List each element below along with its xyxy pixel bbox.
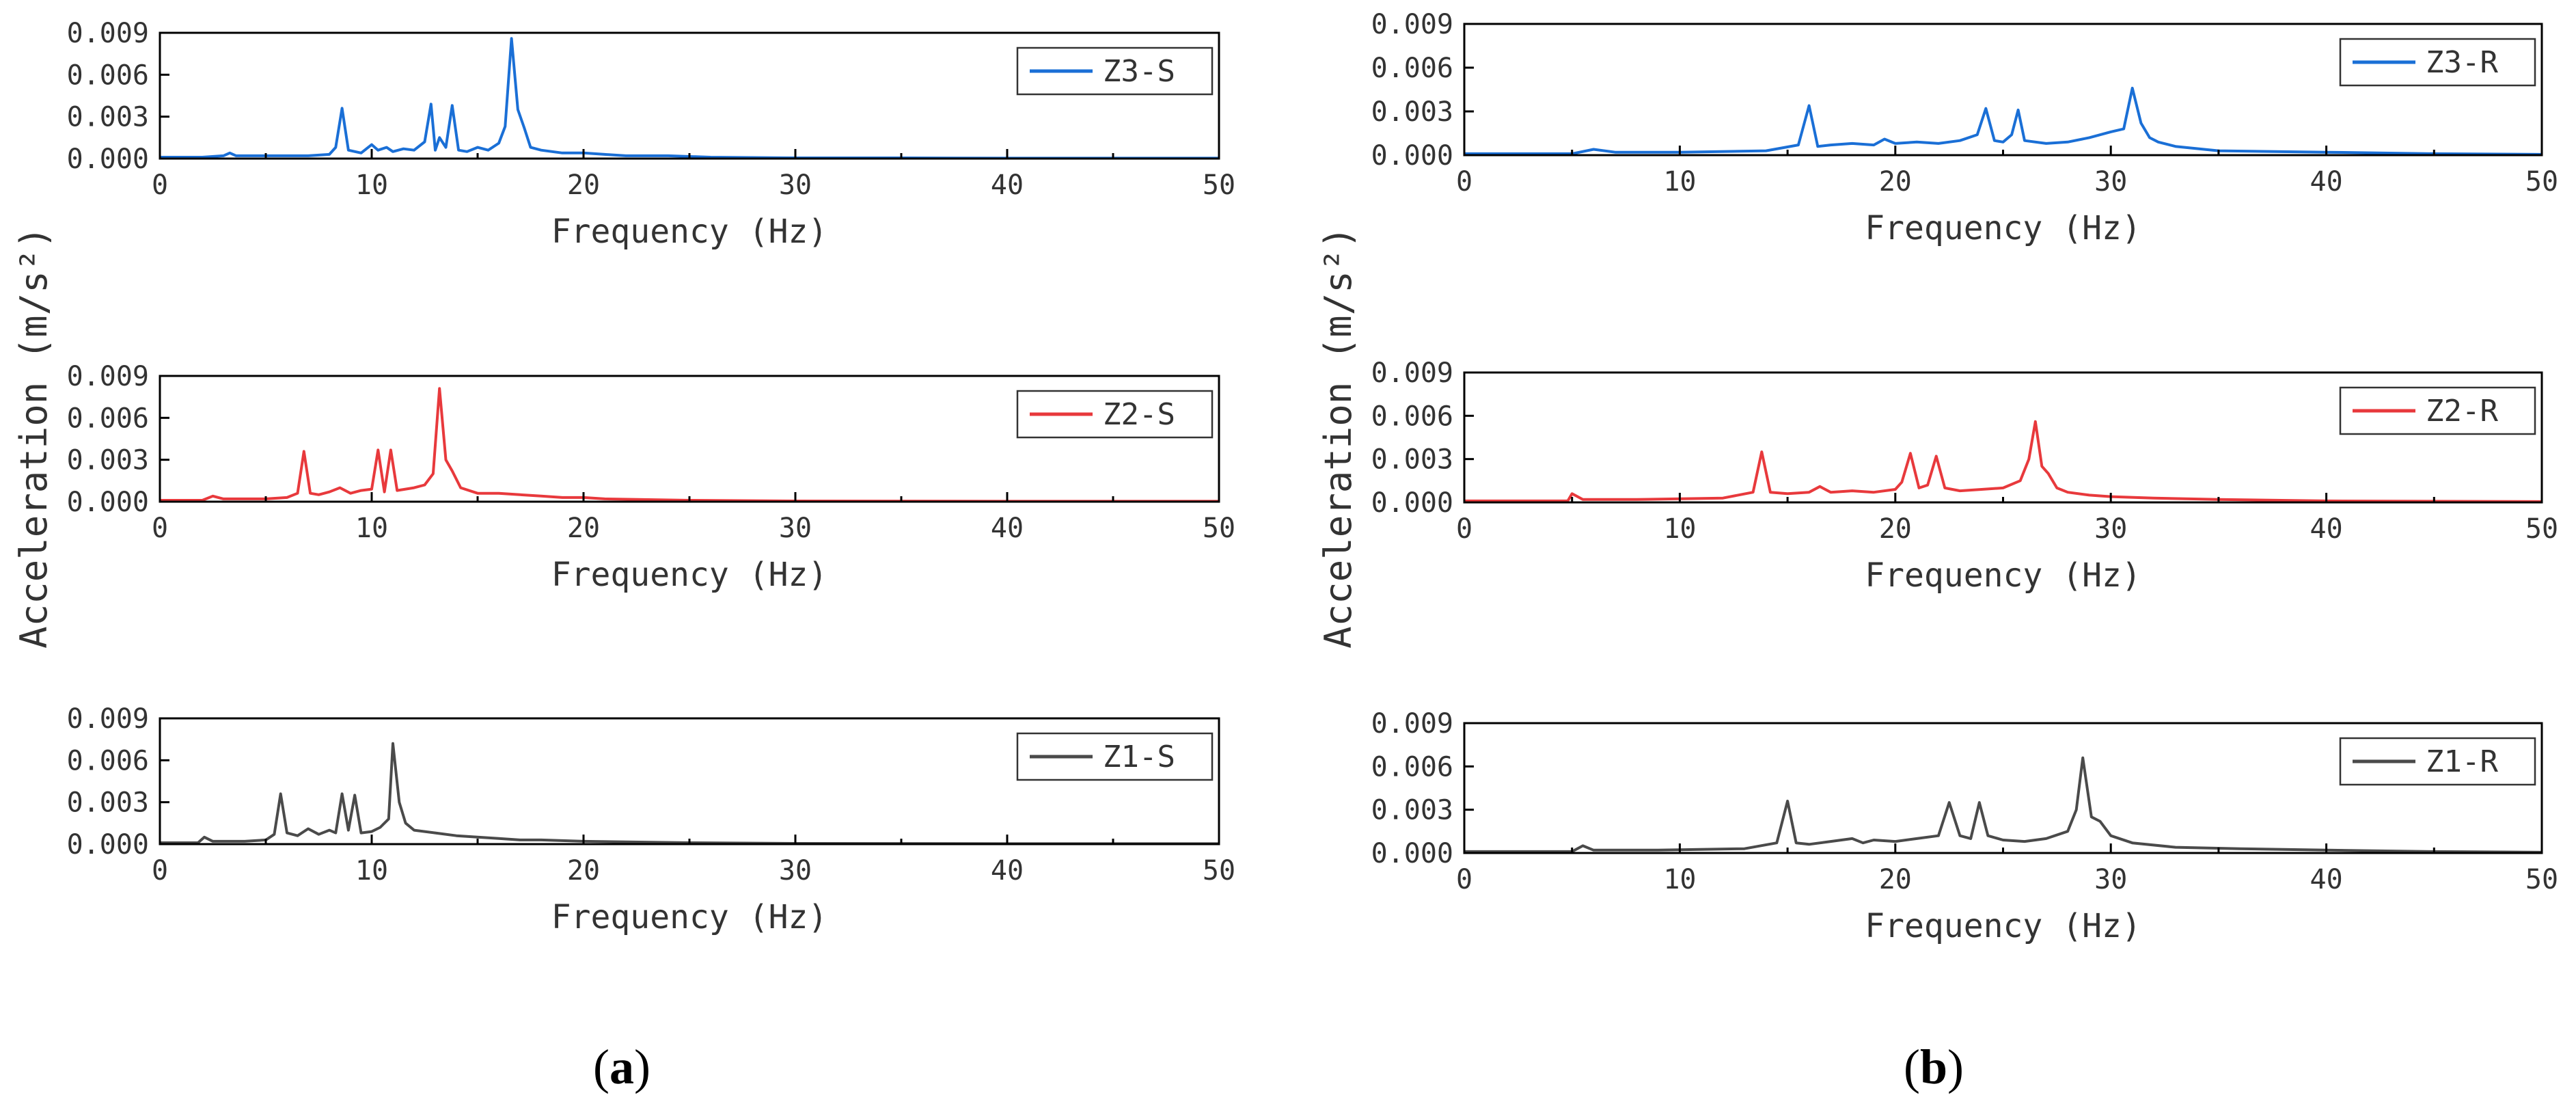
y-tick-label: 0.009 [1371, 357, 1453, 389]
series-line-z3-r [1464, 86, 2543, 156]
subplot-z3-s: 0 10 20 30 40 50 0.000 0.003 0.006 0.009 Frequency… [67, 18, 1236, 251]
series-line-z2-r [1464, 420, 2543, 503]
x-tick-label: 10 [1663, 513, 1696, 545]
x-tick-label: 10 [1663, 864, 1696, 895]
x-tick-label: 10 [355, 170, 388, 201]
x-tick-label: 40 [2310, 166, 2343, 198]
x-tick-label: 40 [991, 513, 1024, 544]
x-tick-label: 0 [152, 513, 168, 544]
y-tick-label: 0.000 [67, 829, 149, 861]
legend-label: Z1-R [2426, 744, 2498, 779]
x-tick-label: 50 [1203, 513, 1235, 544]
x-axis-label: Frequency (Hz) [1865, 907, 2141, 945]
y-tick-label: 0.000 [1371, 487, 1453, 519]
x-tick-label: 40 [2310, 864, 2343, 895]
x-axis-label: Frequency (Hz) [551, 556, 828, 594]
y-tick-label: 0.006 [67, 403, 149, 434]
y-tick-label: 0.009 [1371, 708, 1453, 740]
y-tick-label: 0.009 [67, 703, 149, 735]
y-tick-label: 0.006 [1371, 53, 1453, 84]
x-tick-label: 50 [2525, 513, 2558, 545]
x-tick-label: 20 [567, 170, 600, 201]
y-tick-label: 0.003 [67, 445, 149, 476]
y-tick-label: 0.003 [1371, 444, 1453, 476]
x-tick-label: 50 [1203, 855, 1235, 886]
y-tick-label: 0.009 [67, 18, 149, 49]
series-line-z3-s [160, 37, 1219, 160]
x-tick-label: 30 [2094, 864, 2127, 895]
x-axis-label: Frequency (Hz) [551, 213, 828, 251]
y-tick-label: 0.000 [1371, 140, 1453, 172]
y-axis-label-b: Acceleration (m/s²) [1317, 226, 1360, 649]
y-tick-label: 0.000 [1371, 838, 1453, 869]
x-tick-label: 30 [779, 170, 812, 201]
y-tick-label: 0.006 [1371, 401, 1453, 432]
panel-label-b: (b) [1904, 1040, 1964, 1094]
subplot-z2-s: 0 10 20 30 40 50 0.000 0.003 0.006 0.009 Frequency… [67, 361, 1236, 594]
x-tick-label: 40 [991, 855, 1024, 886]
legend-label: Z3-R [2426, 45, 2498, 80]
legend-label: Z1-S [1103, 740, 1175, 774]
x-tick-label: 20 [1879, 513, 1912, 545]
series-line-z1-r [1464, 756, 2543, 854]
x-tick-label: 30 [2094, 513, 2127, 545]
y-tick-label: 0.009 [67, 361, 149, 392]
subplot-z1-s: 0 10 20 30 40 50 0.000 0.003 0.006 0.009 Frequency… [67, 703, 1236, 936]
x-tick-label: 0 [152, 170, 168, 201]
x-tick-label: 10 [355, 513, 388, 544]
x-tick-label: 0 [1456, 166, 1472, 198]
y-tick-label: 0.003 [1371, 795, 1453, 826]
x-tick-label: 20 [567, 513, 600, 544]
y-tick-label: 0.003 [1371, 96, 1453, 128]
x-tick-label: 40 [2310, 513, 2343, 545]
x-tick-label: 30 [779, 855, 812, 886]
y-axis-label-a: Acceleration (m/s²) [12, 226, 55, 649]
x-tick-label: 0 [1456, 513, 1472, 545]
legend-label: Z2-S [1103, 397, 1175, 432]
x-tick-label: 20 [1879, 166, 1912, 198]
subplot-z2-r: 0 10 20 30 40 50 0.000 0.003 0.006 0.009 Frequency… [1371, 357, 2559, 595]
x-tick-label: 20 [567, 855, 600, 886]
x-tick-label: 30 [2094, 166, 2127, 198]
x-tick-label: 50 [2525, 864, 2558, 895]
y-tick-label: 0.006 [1371, 751, 1453, 783]
subplots: 0 10 20 30 40 50 0.000 0.003 0.006 0.009 Frequency… [67, 9, 2559, 945]
y-tick-label: 0.000 [67, 487, 149, 518]
x-axis-label: Frequency (Hz) [1865, 556, 2141, 595]
series-line-z1-s [160, 742, 1219, 845]
x-tick-label: 50 [1203, 170, 1235, 201]
x-tick-label: 0 [152, 855, 168, 886]
series-line-z2-s [160, 387, 1219, 503]
x-tick-label: 40 [991, 170, 1024, 201]
y-tick-label: 0.000 [67, 144, 149, 175]
y-tick-label: 0.003 [67, 787, 149, 819]
x-axis-label: Frequency (Hz) [1865, 209, 2141, 247]
subplot-z3-r: 0 10 20 30 40 50 0.000 0.003 0.006 0.009 Frequency… [1371, 9, 2559, 247]
x-tick-label: 10 [355, 855, 388, 886]
x-tick-label: 20 [1879, 864, 1912, 895]
y-tick-label: 0.006 [67, 745, 149, 776]
y-tick-label: 0.009 [1371, 9, 1453, 40]
x-tick-label: 10 [1663, 166, 1696, 198]
panel-label-a: (a) [593, 1040, 650, 1094]
x-axis-label: Frequency (Hz) [551, 898, 828, 936]
y-tick-label: 0.003 [67, 102, 149, 133]
subplot-z1-r: 0 10 20 30 40 50 0.000 0.003 0.006 0.009 Frequency… [1371, 708, 2559, 945]
legend-label: Z3-S [1103, 54, 1175, 89]
x-tick-label: 30 [779, 513, 812, 544]
y-tick-label: 0.006 [67, 59, 149, 91]
legend-label: Z2-R [2426, 394, 2498, 429]
x-tick-label: 50 [2525, 166, 2558, 198]
x-tick-label: 0 [1456, 864, 1472, 895]
